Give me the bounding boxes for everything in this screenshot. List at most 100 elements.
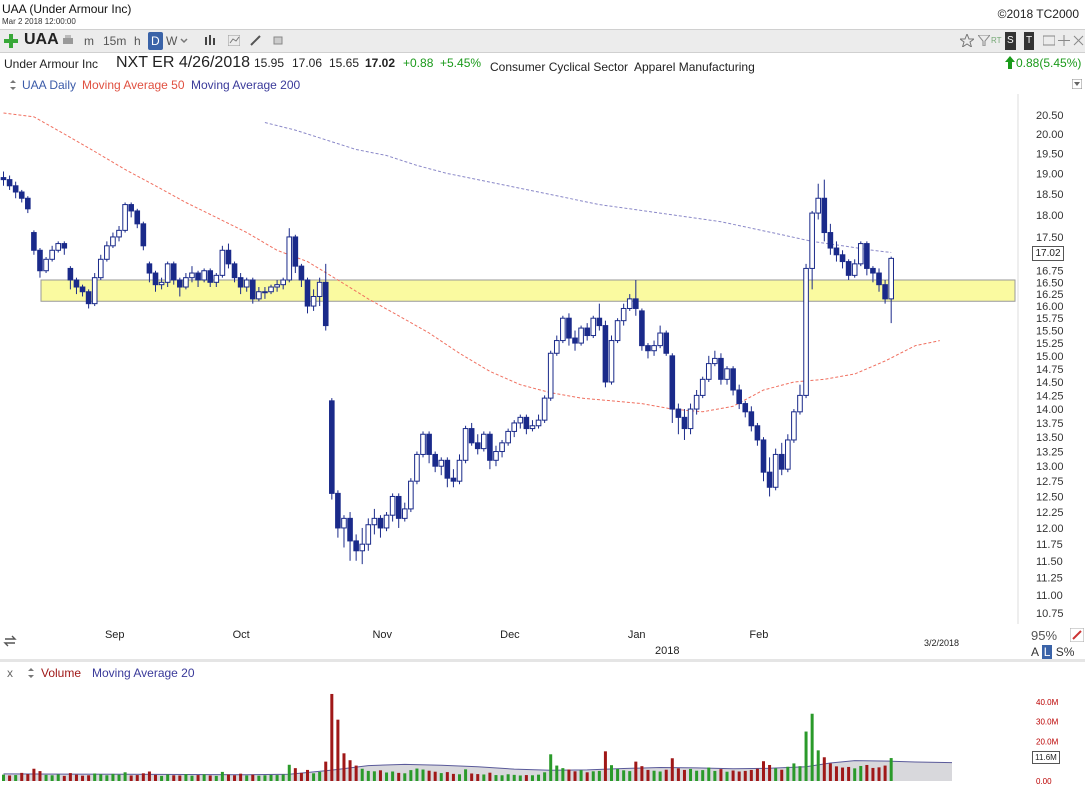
candle-down <box>146 263 153 274</box>
candle-up <box>43 258 49 272</box>
timeframe-15m[interactable]: 15m <box>103 34 127 48</box>
volume-bar <box>87 775 91 781</box>
volume-bar <box>719 769 723 781</box>
candle-down <box>566 317 572 339</box>
scale-toggle[interactable]: A L S% <box>1031 645 1074 659</box>
pane-separator[interactable] <box>0 659 1085 662</box>
scale-s[interactable]: S% <box>1055 645 1075 659</box>
volume-bar <box>488 772 492 781</box>
legend-bar: UAA Daily Moving Average 50 Moving Avera… <box>0 76 1085 94</box>
candle-down <box>79 286 86 293</box>
t-button[interactable]: T <box>1024 32 1035 50</box>
move-icon[interactable] <box>1058 35 1070 46</box>
next-earnings: NXT ER 4/26/2018 <box>116 54 251 71</box>
volume-bar <box>166 774 170 781</box>
candle-up <box>511 422 518 432</box>
volume-bar <box>20 772 24 781</box>
chevron-down-icon[interactable] <box>180 35 188 46</box>
volume-bar <box>105 775 109 781</box>
candle-down <box>827 232 834 249</box>
scale-a[interactable]: A <box>1031 645 1039 659</box>
draw-icon[interactable] <box>250 35 262 46</box>
candle-up <box>122 204 128 231</box>
y-tick-label: 14.25 <box>1036 390 1064 402</box>
candle-up <box>49 249 55 260</box>
legend-vol-ma20[interactable]: Moving Average 20 <box>92 666 195 680</box>
candle-down <box>523 416 530 430</box>
candle-down <box>778 453 785 470</box>
volume-bar <box>220 771 224 781</box>
candle-up <box>55 243 62 251</box>
legend-ma200[interactable]: Moving Average 200 <box>191 78 301 92</box>
candle-down <box>67 267 74 281</box>
y-tick-label: 16.00 <box>1036 301 1064 313</box>
volume-bar <box>354 765 358 781</box>
y-tick-label: 11.25 <box>1036 573 1063 585</box>
realtime-label[interactable]: RT <box>991 36 1002 45</box>
legend-series[interactable]: UAA Daily <box>22 78 77 92</box>
timeframe-m[interactable]: m <box>84 34 94 48</box>
candle-up <box>201 270 207 281</box>
scale-l[interactable]: L <box>1041 645 1053 659</box>
vol-tick-label: 30.0M <box>1036 718 1059 727</box>
y-tick-label: 18.50 <box>1036 189 1064 201</box>
window-icon[interactable] <box>1043 35 1055 46</box>
pane-menu-icon[interactable] <box>1072 79 1082 89</box>
candle-down <box>152 272 159 286</box>
timeframe-d[interactable]: D <box>148 32 163 50</box>
zoom-percent[interactable]: 95% <box>1031 628 1058 643</box>
close-pane-icon[interactable]: x <box>7 666 13 680</box>
candle-down <box>730 368 736 391</box>
symbol-input[interactable]: UAA <box>24 31 59 48</box>
candle-down <box>450 477 457 482</box>
indicator-icon[interactable] <box>228 35 240 46</box>
timeframe-h[interactable]: h <box>134 34 141 48</box>
volume-bar <box>257 775 261 781</box>
pencil-icon[interactable] <box>1070 628 1084 642</box>
candle-up <box>785 439 791 470</box>
legend-volume[interactable]: Volume <box>41 666 82 680</box>
eraser-icon[interactable] <box>272 35 284 46</box>
s-button[interactable]: S <box>1005 32 1016 50</box>
volume-bar <box>707 767 711 781</box>
candle-up <box>590 317 597 337</box>
bar-style-icon[interactable] <box>204 35 216 46</box>
volume-bar <box>725 771 729 781</box>
drag-handle-icon[interactable] <box>10 80 16 90</box>
add-icon[interactable] <box>4 34 18 48</box>
volume-bar <box>537 774 541 781</box>
industry-label: Apparel Manufacturing <box>634 60 755 74</box>
volume-bar <box>610 765 613 781</box>
candle-up <box>256 291 262 300</box>
y-tick-label: 15.50 <box>1036 326 1064 338</box>
star-icon[interactable] <box>960 34 974 47</box>
volume-bar <box>397 772 401 781</box>
y-tick-label: 19.00 <box>1036 169 1064 181</box>
candle-down <box>195 272 201 281</box>
close-icon[interactable] <box>1073 35 1085 46</box>
candle-up <box>857 243 864 265</box>
timeframe-w[interactable]: W <box>166 34 178 48</box>
volume-bar <box>318 771 322 781</box>
legend-ma50[interactable]: Moving Average 50 <box>82 78 185 92</box>
candle-down <box>207 270 214 283</box>
filter-icon[interactable] <box>978 35 990 46</box>
volume-bar <box>737 771 741 781</box>
candle-down <box>292 236 299 267</box>
volume-bar <box>184 774 188 781</box>
y-tick-label: 12.25 <box>1036 507 1064 519</box>
volume-bar <box>160 775 164 781</box>
volume-bar <box>743 770 747 781</box>
candle-up <box>851 263 858 276</box>
sync-icon[interactable] <box>3 634 17 648</box>
drag-handle-icon[interactable] <box>28 668 34 678</box>
candle-up <box>481 433 487 450</box>
candle-up <box>541 397 548 421</box>
arrow-up-icon <box>1005 56 1015 69</box>
vol-tick-label: 20.0M <box>1036 737 1059 746</box>
volume-bar <box>293 768 297 781</box>
volume-bar <box>646 769 650 781</box>
volume-bar <box>178 775 182 781</box>
print-icon[interactable] <box>62 35 74 46</box>
